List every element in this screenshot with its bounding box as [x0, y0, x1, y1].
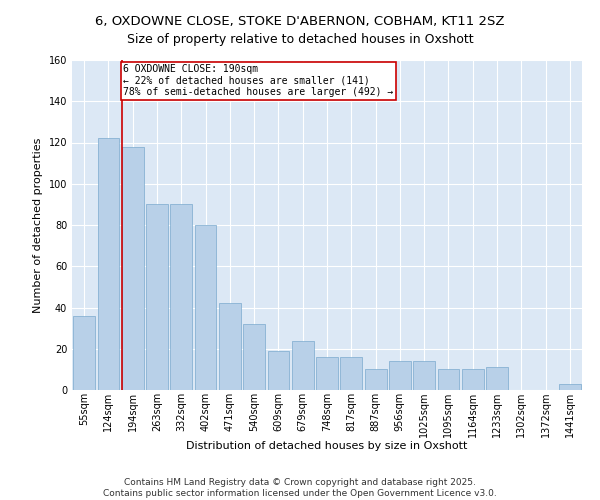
Bar: [365, 370, 386, 390]
Bar: [97, 138, 119, 390]
Bar: [462, 370, 484, 390]
Bar: [292, 340, 314, 390]
Bar: [486, 368, 508, 390]
Bar: [389, 361, 411, 390]
Bar: [243, 324, 265, 390]
Bar: [437, 370, 460, 390]
Bar: [122, 146, 143, 390]
Bar: [170, 204, 192, 390]
Text: Contains HM Land Registry data © Crown copyright and database right 2025.
Contai: Contains HM Land Registry data © Crown c…: [103, 478, 497, 498]
Bar: [219, 304, 241, 390]
Bar: [316, 357, 338, 390]
Text: Size of property relative to detached houses in Oxshott: Size of property relative to detached ho…: [127, 32, 473, 46]
Bar: [194, 225, 217, 390]
Y-axis label: Number of detached properties: Number of detached properties: [33, 138, 43, 312]
Bar: [413, 361, 435, 390]
Bar: [340, 357, 362, 390]
Text: 6 OXDOWNE CLOSE: 190sqm
← 22% of detached houses are smaller (141)
78% of semi-d: 6 OXDOWNE CLOSE: 190sqm ← 22% of detache…: [123, 64, 393, 98]
X-axis label: Distribution of detached houses by size in Oxshott: Distribution of detached houses by size …: [187, 441, 467, 451]
Text: 6, OXDOWNE CLOSE, STOKE D'ABERNON, COBHAM, KT11 2SZ: 6, OXDOWNE CLOSE, STOKE D'ABERNON, COBHA…: [95, 15, 505, 28]
Bar: [559, 384, 581, 390]
Bar: [268, 351, 289, 390]
Bar: [73, 316, 95, 390]
Bar: [146, 204, 168, 390]
